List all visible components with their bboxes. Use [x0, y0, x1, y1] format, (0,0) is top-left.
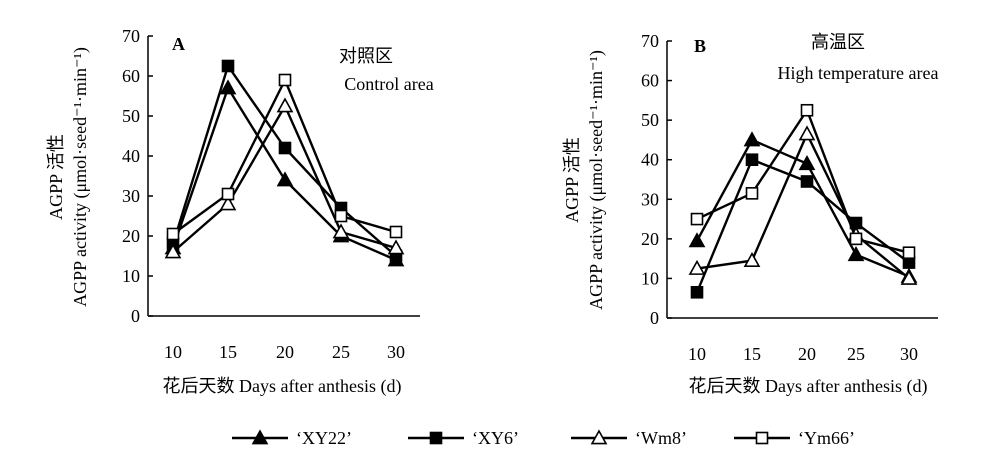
annotation-en: High temperature area	[778, 63, 939, 83]
x-axis-title: 花后天数 Days after anthesis (d)	[689, 376, 928, 397]
x-tick-label: 20	[276, 342, 294, 362]
data-point	[849, 232, 863, 246]
y-axis-title-cn: AGPP 活性	[46, 134, 66, 220]
panel-letter: A	[172, 34, 185, 54]
data-point	[219, 79, 237, 95]
legend-marker	[251, 429, 269, 445]
legend-label: ‘Wm8’	[635, 428, 687, 448]
x-tick-label: 20	[798, 344, 816, 364]
data-point	[276, 171, 294, 187]
y-tick-label: 70	[641, 31, 659, 51]
data-point	[800, 103, 814, 117]
data-point	[387, 239, 405, 255]
y-axis-title-en: AGPP activity (μmol·seed⁻¹·min⁻¹)	[70, 47, 91, 307]
data-point	[798, 155, 816, 171]
annotation-cn: 高温区	[811, 32, 865, 52]
y-tick-label: 0	[131, 306, 140, 326]
data-point	[847, 246, 865, 262]
y-tick-label: 10	[122, 266, 140, 286]
data-point	[902, 246, 916, 260]
data-point	[688, 232, 706, 248]
data-point	[688, 259, 706, 275]
data-point	[164, 243, 182, 259]
data-point	[798, 125, 816, 141]
data-point	[221, 59, 235, 73]
y-axis-title-cn: AGPP 活性	[562, 137, 582, 223]
data-point	[278, 73, 292, 87]
legend-label: ‘Ym66’	[798, 428, 855, 448]
data-point	[332, 223, 350, 239]
legend-marker	[590, 429, 608, 445]
data-point	[389, 225, 403, 239]
legend-marker	[755, 431, 769, 445]
x-tick-label: 25	[332, 342, 350, 362]
y-tick-label: 30	[641, 189, 659, 209]
data-point	[219, 195, 237, 211]
y-tick-label: 50	[122, 106, 140, 126]
y-axis-title-en: AGPP activity (μmol·seed⁻¹·min⁻¹)	[586, 50, 607, 310]
legend-label: ‘XY22’	[296, 428, 352, 448]
data-point	[334, 209, 348, 223]
data-point	[745, 187, 759, 200]
x-tick-label: 15	[743, 344, 761, 364]
x-tick-label: 15	[219, 342, 237, 362]
y-tick-label: 60	[122, 66, 140, 86]
y-tick-label: 0	[650, 308, 659, 328]
data-point	[800, 175, 814, 188]
y-tick-label: 20	[641, 229, 659, 249]
data-point	[278, 141, 292, 155]
panel-letter: B	[694, 36, 706, 56]
data-point	[745, 153, 759, 167]
y-tick-label: 10	[641, 268, 659, 288]
legend-marker	[429, 431, 443, 445]
data-point	[690, 285, 704, 299]
series-line	[695, 138, 910, 278]
series-line	[171, 63, 397, 257]
data-point	[221, 187, 235, 201]
data-point	[690, 212, 704, 226]
data-point	[743, 251, 761, 268]
x-axis-title: 花后天数 Days after anthesis (d)	[163, 376, 402, 397]
data-point	[900, 269, 918, 285]
panel-a: A 对照区 Control area AGPP 活性 AGPP activity…	[46, 26, 434, 397]
y-tick-label: 20	[122, 226, 140, 246]
x-tick-label: 25	[847, 344, 865, 364]
y-tick-label: 40	[122, 146, 140, 166]
x-tick-label: 10	[688, 344, 706, 364]
data-point	[166, 227, 180, 241]
y-tick-label: 50	[641, 110, 659, 130]
y-tick-label: 40	[641, 150, 659, 170]
panel-b: B 高温区 High temperature area AGPP 活性 AGPP…	[562, 31, 938, 397]
x-tick-label: 10	[164, 342, 182, 362]
annotation-cn: 对照区	[339, 46, 393, 66]
x-tick-label: 30	[900, 344, 918, 364]
legend: ‘XY22’ ‘XY6’ ‘Wm8’ ‘Ym66’	[232, 428, 855, 448]
data-point	[743, 131, 761, 147]
y-tick-label: 30	[122, 186, 140, 206]
y-tick-label: 60	[641, 71, 659, 91]
series-line	[696, 131, 910, 280]
annotation-en: Control area	[344, 74, 433, 94]
data-point	[276, 97, 294, 113]
legend-label: ‘XY6’	[472, 428, 519, 448]
x-tick-label: 30	[387, 342, 405, 362]
y-tick-label: 70	[122, 26, 140, 46]
